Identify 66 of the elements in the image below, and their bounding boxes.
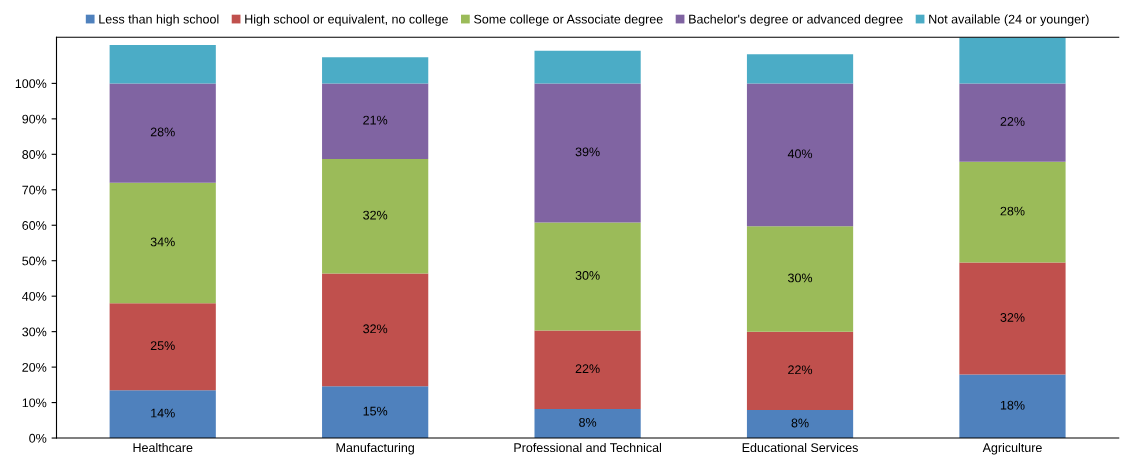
- data-label: 14%: [151, 408, 175, 418]
- data-label: 28%: [150, 127, 175, 137]
- y-tick-label: 80%: [22, 150, 47, 159]
- y-tick-label: 20%: [22, 362, 47, 372]
- data-label: 25%: [150, 341, 175, 351]
- bar: [534, 330, 641, 409]
- data-label: 28%: [1000, 206, 1025, 216]
- legend-label: Less than high school: [99, 14, 219, 27]
- legend-label: Not available (24 or younger): [929, 14, 1089, 27]
- x-tick-label: Manufacturing: [336, 442, 414, 455]
- bar: [746, 83, 854, 227]
- bar: [322, 57, 429, 84]
- y-tick-label: 50%: [22, 256, 47, 266]
- bar: [959, 262, 1066, 375]
- data-label: 22%: [1000, 117, 1025, 126]
- y-tick-label: 60%: [22, 221, 47, 230]
- bar: [534, 83, 641, 223]
- data-label: 21%: [363, 115, 388, 125]
- x-tick-label: Healthcare: [133, 442, 193, 453]
- bar: [959, 37, 1066, 84]
- data-label: 18%: [1000, 400, 1025, 410]
- bar: [959, 161, 1066, 263]
- data-label: 30%: [788, 273, 813, 283]
- bar: [959, 374, 1066, 439]
- bar: [109, 303, 216, 391]
- data-label: 8%: [579, 418, 597, 427]
- bar: [534, 50, 641, 84]
- data-label: 32%: [1000, 313, 1025, 322]
- x-tick-label: Professional and Technical: [514, 442, 662, 453]
- bar: [109, 83, 216, 183]
- y-tick-label: 30%: [22, 327, 47, 337]
- legend-label: Some college or Associate degree: [474, 14, 663, 27]
- data-label: 22%: [788, 365, 813, 375]
- bar: [959, 83, 1066, 162]
- y-tick-label: 100%: [15, 79, 47, 89]
- data-label: 34%: [150, 237, 175, 247]
- data-label: 22%: [575, 364, 600, 374]
- bar: [746, 410, 854, 439]
- data-label: 15%: [363, 406, 388, 416]
- x-tick-label: Educational Services: [742, 442, 858, 453]
- bar: [534, 222, 641, 331]
- y-tick-label: 90%: [22, 114, 47, 124]
- data-label: 40%: [787, 149, 813, 159]
- data-label: 32%: [363, 324, 388, 334]
- data-label: 30%: [575, 271, 600, 280]
- bar: [322, 83, 429, 159]
- data-label: 32%: [363, 210, 388, 220]
- data-label: 8%: [791, 418, 809, 428]
- bar: [322, 158, 429, 274]
- y-tick-label: 10%: [22, 398, 47, 408]
- bar: [534, 408, 641, 439]
- bar: [746, 54, 854, 84]
- y-tick-label: 0%: [29, 433, 47, 443]
- y-tick-label: 40%: [22, 291, 47, 301]
- data-label: 39%: [575, 147, 600, 157]
- bar: [322, 273, 429, 387]
- bar: [109, 390, 216, 439]
- bar: [322, 386, 429, 439]
- legend-label: High school or equivalent, no college: [245, 14, 448, 27]
- bar: [746, 331, 854, 411]
- legend-label: Bachelor's degree or advanced degree: [689, 14, 903, 27]
- bar: [109, 45, 216, 84]
- x-tick-label: Agriculture: [982, 442, 1042, 455]
- y-tick-label: 70%: [22, 185, 47, 195]
- bar: [746, 226, 854, 332]
- bar: [109, 182, 216, 304]
